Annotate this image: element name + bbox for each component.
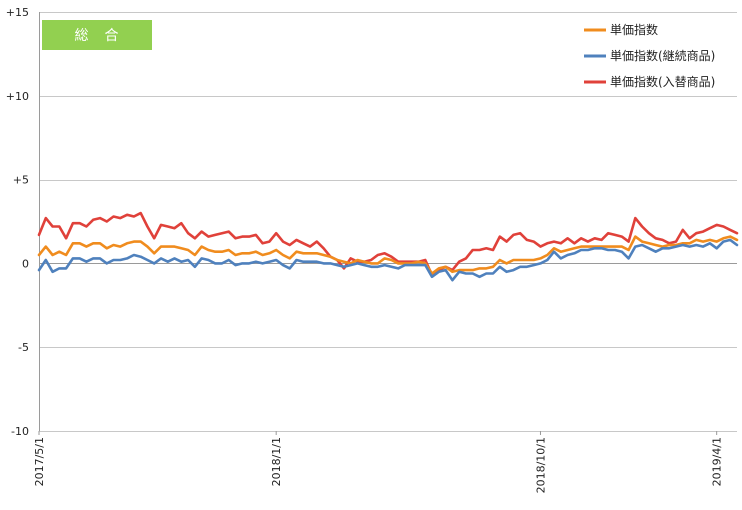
x-tick-label: 2018/10/1 [534, 437, 547, 493]
series-line-0 [37, 235, 739, 275]
y-axis-tick-labels: +15 +10 +5 0 -5 -10 [6, 6, 29, 438]
x-axis-tick-labels: 2017/5/1 2018/1/1 2018/10/1 2019/4/1 [33, 431, 724, 493]
y-tick-label: -5 [18, 341, 29, 354]
series-line-2 [37, 211, 739, 277]
y-tick-label: +10 [6, 90, 29, 103]
series-line-1 [37, 238, 739, 282]
x-tick-label: 2017/5/1 [33, 437, 46, 486]
y-tick-label: +15 [6, 6, 29, 19]
y-tick-label: -10 [11, 425, 29, 438]
legend-label-2: 単価指数(入替商品) [610, 74, 715, 89]
y-tick-label: +5 [13, 174, 29, 187]
legend-label-0: 単価指数 [610, 22, 658, 37]
legend-label-1: 単価指数(継続商品) [610, 48, 715, 63]
badge-label: 総 合 [75, 28, 120, 44]
x-tick-label: 2018/1/1 [270, 437, 283, 486]
y-tick-label: 0 [22, 257, 29, 270]
series-lines [37, 211, 739, 282]
x-tick-label: 2019/4/1 [711, 437, 724, 486]
badge-background [42, 20, 152, 50]
chart-badge: 総 合 [42, 20, 152, 50]
